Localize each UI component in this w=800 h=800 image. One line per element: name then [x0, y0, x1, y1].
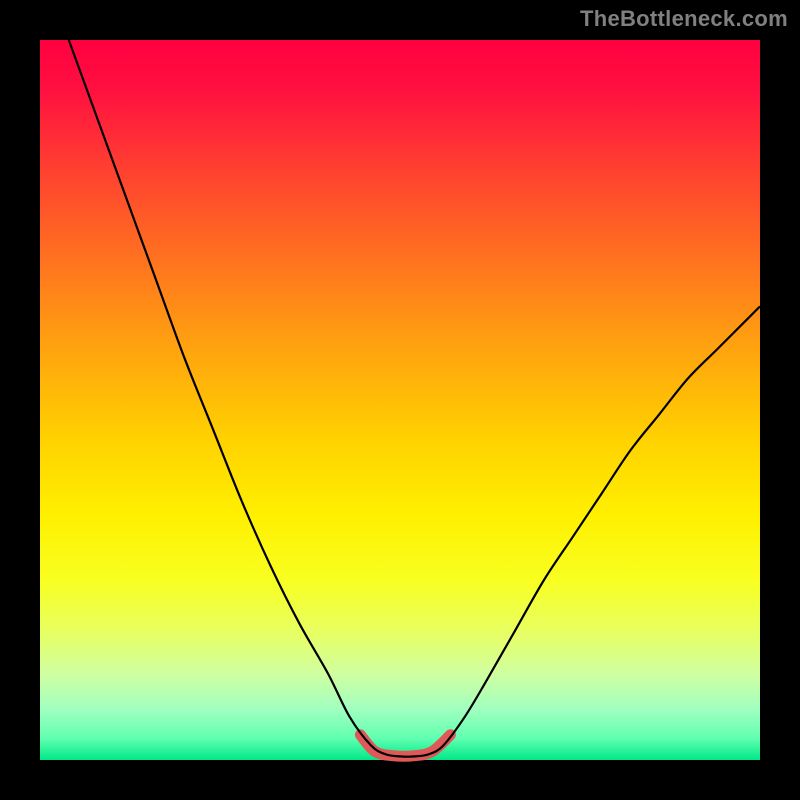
bottleneck-chart: TheBottleneck.com [0, 0, 800, 800]
watermark-text: TheBottleneck.com [580, 6, 788, 32]
gradient-background [40, 40, 760, 760]
chart-canvas [0, 0, 800, 800]
